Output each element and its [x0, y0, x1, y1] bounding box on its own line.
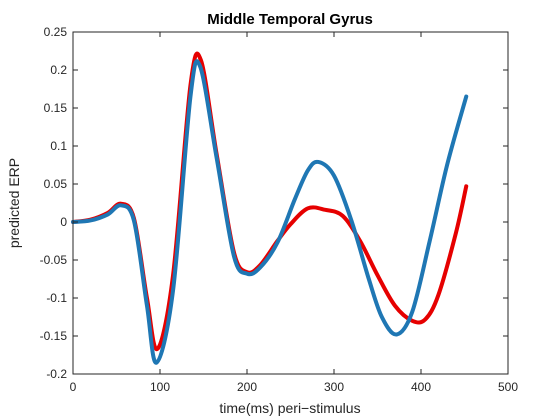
y-tick-label: -0.2 — [46, 367, 67, 381]
y-tick-label: 0 — [60, 215, 67, 229]
y-tick-label: 0.2 — [50, 63, 67, 77]
y-tick-label: 0.05 — [44, 177, 68, 191]
y-tick-label: 0.15 — [44, 101, 68, 115]
x-tick-label: 400 — [411, 380, 431, 394]
x-tick-label: 0 — [70, 380, 77, 394]
y-tick-label: -0.15 — [40, 329, 68, 343]
y-tick-label: 0.1 — [50, 139, 67, 153]
chart-title: Middle Temporal Gyrus — [207, 11, 373, 28]
axes-box — [72, 31, 509, 375]
y-tick-label: -0.05 — [40, 253, 68, 267]
x-tick-label: 100 — [150, 380, 170, 394]
x-tick-label: 500 — [498, 380, 518, 394]
series-line-2 — [71, 59, 469, 365]
y-tick-label: -0.1 — [46, 291, 67, 305]
tick-layer: 0 100 200 300 400 500 -0.2 -0.15 -0.1 -0.05 0 0.05 0… — [40, 25, 519, 394]
x-tick-label: 200 — [237, 380, 257, 394]
y-tick-label: 0.25 — [44, 25, 68, 39]
series-layer — [71, 51, 469, 365]
y-axis-label: predicted ERP — [6, 158, 22, 248]
plot-area — [73, 32, 508, 374]
x-tick-label: 300 — [324, 380, 344, 394]
x-axis-label: time(ms) peri−stimulus — [219, 400, 360, 416]
